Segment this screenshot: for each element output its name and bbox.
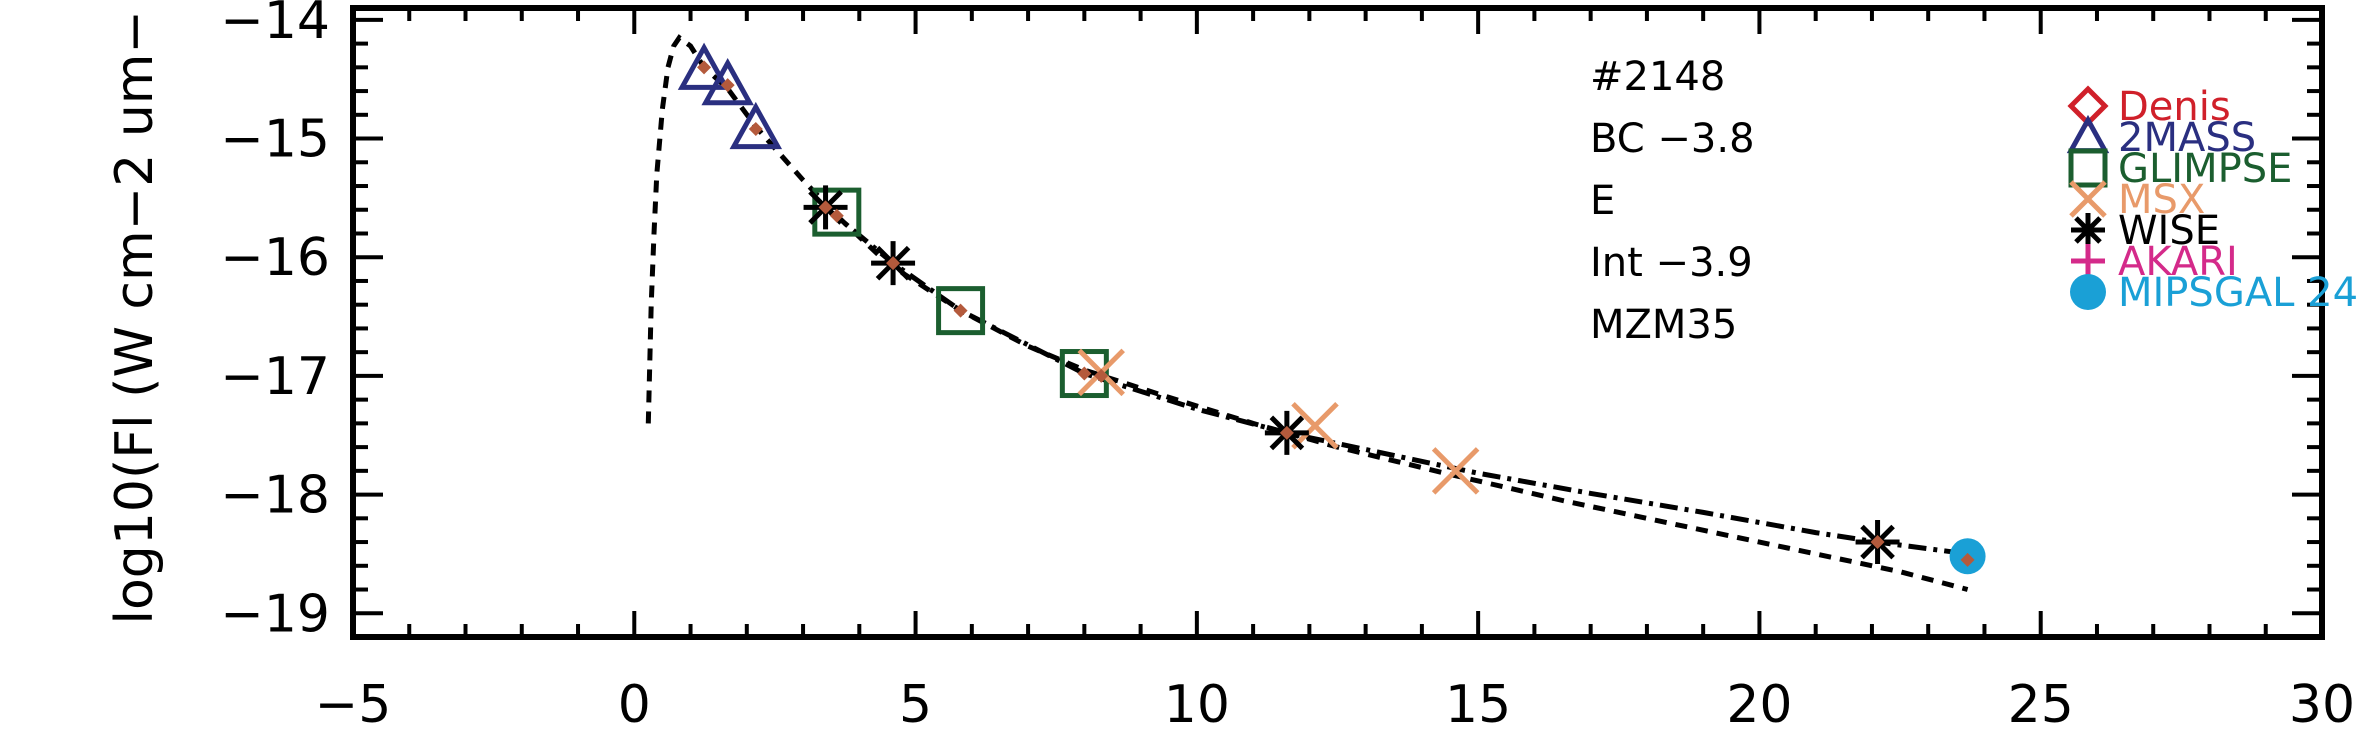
legend-marker-filled-circle: [2070, 274, 2106, 310]
model-point: [1870, 535, 1885, 550]
model-point: [886, 256, 901, 271]
model-point: [1077, 366, 1092, 381]
data-markers: [677, 42, 1986, 575]
annotation-line: E: [1590, 178, 1615, 224]
axes: −5 0 5 10 15 20 25 30 −19 −18 −17 −16 −15 −14: [220, 0, 2355, 735]
model-point: [748, 122, 763, 137]
x-tick-label: 0: [618, 675, 651, 735]
legend-label: 2MASS: [2118, 115, 2256, 161]
annotation-line: BC −3.8: [1590, 116, 1755, 162]
y-tick-label: −16: [220, 228, 330, 288]
legend-label: AKARI: [2118, 239, 2238, 285]
legend-label: GLIMPSE: [2118, 146, 2292, 192]
x-tick-label: 20: [1726, 675, 1792, 735]
x-tick-label: 10: [1164, 675, 1230, 735]
legend-marker-triangle: [2066, 114, 2110, 154]
y-tick-label: −17: [220, 347, 330, 407]
y-tick-label: −15: [220, 110, 330, 170]
x-tick-label: 5: [899, 675, 932, 735]
model-point: [829, 208, 844, 223]
x-tick-label: 25: [2008, 675, 2074, 735]
model-curve-dashed: [645, 34, 1969, 592]
marker-square: [1059, 349, 1109, 399]
legend-label: MSX: [2118, 177, 2205, 223]
y-tick-label: −18: [220, 466, 330, 526]
model-point: [697, 60, 712, 75]
legend-marker-x: [2069, 180, 2107, 218]
x-tick-label: 15: [1445, 675, 1511, 735]
y-tick-label: −14: [220, 0, 330, 51]
marker-triangle: [701, 57, 754, 106]
model-point: [1094, 368, 1109, 383]
annotation-line: Int −3.9: [1590, 240, 1753, 286]
marker-x: [1431, 447, 1480, 495]
marker-square: [936, 286, 986, 336]
legend-label: MIPSGAL 24: [2118, 270, 2358, 316]
legend-label: Denis: [2118, 84, 2231, 130]
legend-marker-plus: [2071, 244, 2105, 278]
marker-square: [812, 187, 862, 237]
model-points: [697, 60, 1975, 567]
annotation-line: #2148: [1590, 54, 1725, 100]
plot-frame: [350, 5, 2325, 640]
annotation-line: MZM35: [1590, 302, 1737, 348]
legend-marker-asterisk: [2071, 213, 2105, 247]
model-point: [953, 303, 968, 318]
model-point: [1960, 552, 1975, 567]
annotation-block: #2148 BC −3.8 E Int −3.9 MZM35: [1590, 54, 1755, 348]
model-curve-dashdot: [824, 205, 1968, 557]
legend-label: WISE: [2118, 208, 2220, 254]
marker-x: [1291, 401, 1339, 450]
x-tick-label: −5: [315, 675, 392, 735]
x-tick-label: 30: [2289, 675, 2355, 735]
model-point: [818, 200, 833, 215]
model-point: [1279, 425, 1294, 440]
y-tick-label: −19: [220, 584, 330, 644]
legend-marker-square: [2068, 148, 2108, 188]
marker-triangle: [729, 101, 783, 150]
model-point: [720, 78, 735, 93]
model-curves: [645, 34, 1969, 592]
y-axis-title: log10(Fl (W cm−2 um−: [105, 10, 165, 624]
marker-triangle: [677, 42, 731, 90]
